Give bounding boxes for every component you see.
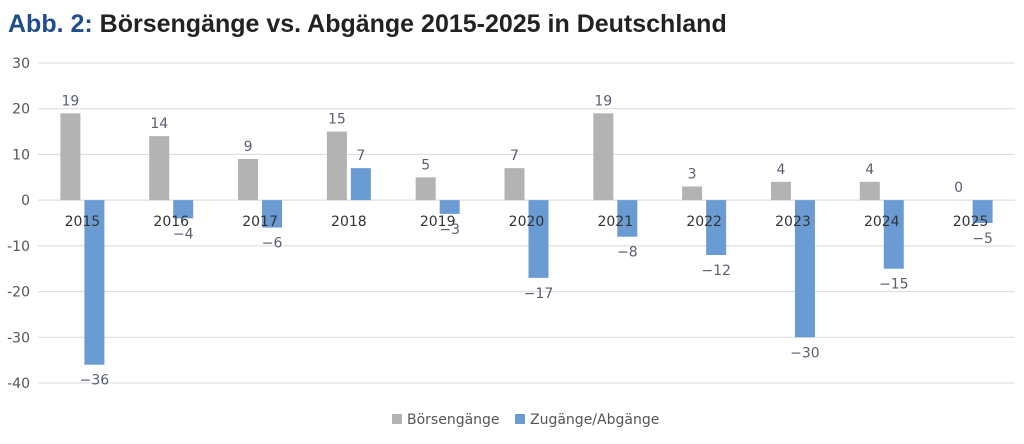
data-label-boersengaenge: 19 — [61, 93, 79, 109]
data-label-zugaenge: −5 — [972, 231, 993, 247]
y-tick-label: 20 — [12, 102, 30, 118]
data-label-boersengaenge: 0 — [954, 180, 963, 196]
y-tick-label: -30 — [7, 330, 30, 346]
legend-label-zugaenge: Zugänge/Abgänge — [530, 412, 659, 428]
data-label-zugaenge: −6 — [262, 236, 283, 252]
data-label-boersengaenge: 4 — [865, 162, 874, 178]
title-prefix: Abb. 2: — [8, 10, 93, 38]
bar-boersengaenge — [238, 159, 259, 201]
data-label-zugaenge: 7 — [356, 148, 365, 164]
data-label-boersengaenge: 19 — [594, 93, 612, 109]
data-label-zugaenge: −15 — [879, 277, 909, 293]
x-tick-label: 2018 — [331, 214, 367, 230]
x-tick-label: 2015 — [65, 214, 101, 230]
bar-zugaenge — [706, 200, 727, 255]
x-tick-label: 2024 — [864, 214, 900, 230]
data-label-zugaenge: −3 — [439, 222, 460, 238]
legend-swatch-zugaenge — [515, 414, 525, 424]
data-label-boersengaenge: 15 — [328, 112, 346, 128]
legend-swatch-boersengaenge — [392, 414, 402, 424]
title-main: Börsengänge vs. Abgänge 2015-2025 in Deu… — [99, 10, 727, 38]
bar-zugaenge — [350, 168, 371, 201]
y-tick-label: 30 — [12, 56, 30, 72]
data-label-boersengaenge: 5 — [421, 157, 430, 173]
x-tick-label: 2025 — [953, 214, 989, 230]
x-tick-label: 2021 — [597, 214, 633, 230]
data-label-zugaenge: −36 — [80, 373, 110, 389]
bar-boersengaenge — [593, 113, 614, 201]
y-tick-label: 10 — [12, 147, 30, 163]
legend-label-boersengaenge: Börsengänge — [407, 412, 500, 428]
bar-boersengaenge — [504, 168, 525, 201]
bar-boersengaenge — [859, 181, 880, 201]
data-label-zugaenge: −17 — [524, 286, 554, 302]
bar-boersengaenge — [149, 136, 170, 201]
data-label-boersengaenge: 4 — [776, 162, 785, 178]
data-label-boersengaenge: 9 — [244, 139, 253, 155]
bar-zugaenge — [173, 200, 194, 219]
x-tick-label: 2017 — [242, 214, 278, 230]
y-tick-label: 0 — [21, 193, 30, 209]
data-label-zugaenge: −12 — [701, 263, 731, 279]
chart-title: Abb. 2: Börsengänge vs. Abgänge 2015-202… — [8, 10, 727, 39]
x-tick-label: 2022 — [686, 214, 722, 230]
y-tick-label: -40 — [7, 376, 30, 392]
bar-boersengaenge — [415, 177, 436, 201]
data-label-zugaenge: −4 — [173, 226, 194, 242]
data-label-boersengaenge: 14 — [150, 116, 168, 132]
data-label-zugaenge: −8 — [617, 245, 638, 261]
x-tick-label: 2023 — [775, 214, 811, 230]
bar-boersengaenge — [326, 131, 347, 201]
bar-zugaenge — [794, 200, 815, 338]
bar-zugaenge — [972, 200, 993, 223]
bar-boersengaenge — [682, 186, 703, 201]
x-tick-label: 2020 — [509, 214, 545, 230]
bar-zugaenge — [262, 200, 283, 228]
x-tick-label: 2016 — [153, 214, 189, 230]
data-label-zugaenge: −30 — [790, 345, 820, 361]
y-tick-label: -20 — [7, 285, 30, 301]
x-tick-label: 2019 — [420, 214, 456, 230]
y-tick-label: -10 — [7, 239, 30, 255]
bar-zugaenge — [883, 200, 904, 269]
bar-zugaenge — [528, 200, 549, 278]
bar-zugaenge — [439, 200, 460, 214]
data-label-boersengaenge: 3 — [688, 166, 697, 182]
bar-boersengaenge — [770, 181, 791, 201]
bar-boersengaenge — [60, 113, 81, 201]
data-label-boersengaenge: 7 — [510, 148, 519, 164]
bar-zugaenge — [617, 200, 638, 237]
bar-zugaenge — [84, 200, 105, 365]
